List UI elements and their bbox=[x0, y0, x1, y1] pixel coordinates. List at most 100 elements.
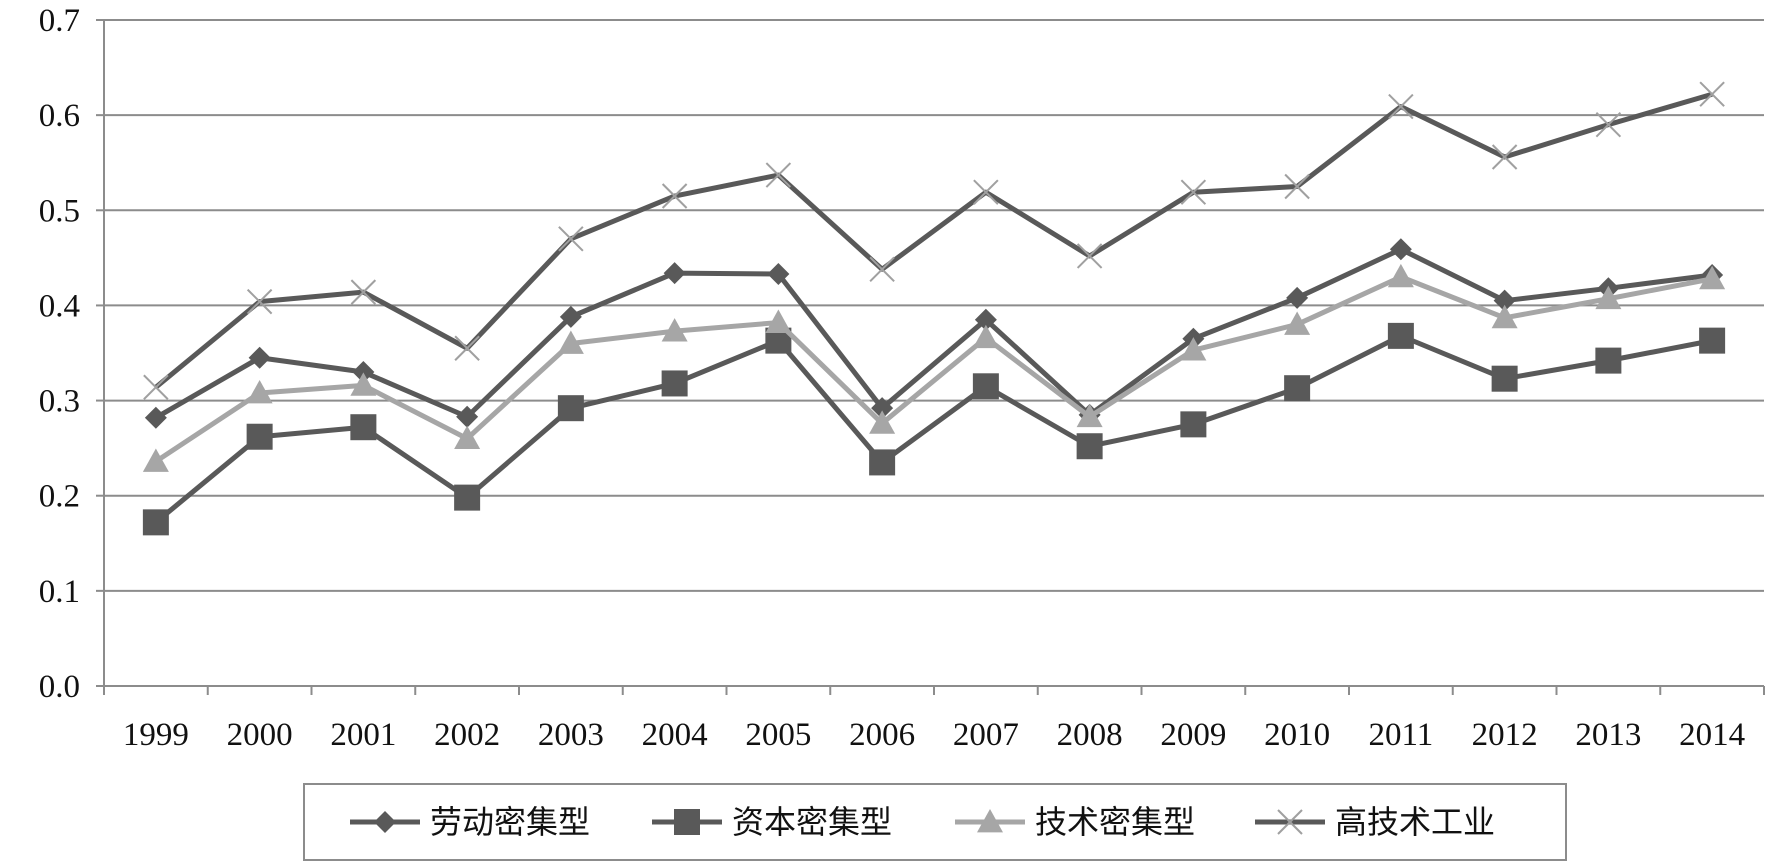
data-point bbox=[143, 374, 169, 400]
x-marker-stroke bbox=[1491, 144, 1518, 170]
data-point bbox=[1284, 311, 1311, 335]
x-tick-label: 2012 bbox=[1472, 717, 1538, 753]
data-point bbox=[869, 410, 896, 434]
data-point bbox=[246, 423, 273, 450]
axes bbox=[103, 20, 1764, 687]
x-tick-label: 2005 bbox=[745, 717, 811, 753]
y-axis-ticks: 0.0 0.1 0.2 0.3 0.4 0.5 0.6 0.7 bbox=[39, 3, 104, 705]
x-marker-stroke bbox=[350, 279, 377, 305]
data-point bbox=[558, 226, 584, 252]
legend-label: 劳动密集型 bbox=[430, 803, 590, 841]
data-point bbox=[972, 324, 999, 349]
data-point bbox=[1699, 327, 1726, 354]
y-tick-label: 0.0 bbox=[39, 669, 80, 705]
data-point bbox=[1491, 144, 1518, 170]
x-tick-label: 2004 bbox=[642, 717, 708, 753]
x-marker-stroke bbox=[1277, 809, 1303, 835]
x-marker-stroke bbox=[1595, 111, 1622, 138]
series-line bbox=[154, 91, 1713, 390]
data-point bbox=[454, 484, 481, 511]
x-marker-stroke bbox=[973, 179, 999, 205]
y-tick-label: 0.7 bbox=[39, 3, 80, 39]
legend-swatch-marker bbox=[1277, 809, 1303, 835]
data-point bbox=[767, 263, 790, 286]
x-marker-stroke bbox=[1388, 93, 1414, 120]
x-marker-stroke bbox=[869, 256, 895, 282]
data-point bbox=[350, 372, 377, 396]
data-point bbox=[142, 509, 169, 536]
data-point bbox=[1387, 263, 1414, 288]
data-point bbox=[1699, 265, 1726, 290]
x-tick-label: 2001 bbox=[330, 717, 396, 753]
legend-box bbox=[303, 783, 1567, 861]
x-marker-stroke bbox=[246, 288, 273, 315]
data-point bbox=[246, 288, 273, 315]
data-point bbox=[1076, 403, 1103, 428]
x-tick-label: 2006 bbox=[849, 717, 915, 753]
x-marker-stroke bbox=[1699, 81, 1725, 107]
data-point bbox=[456, 405, 479, 428]
legend-swatch-marker bbox=[674, 809, 700, 835]
x-axis-ticks: 1999 2000 2001 2002 2003 2004 2005 2006 2007 2008… bbox=[103, 686, 1765, 753]
data-point bbox=[661, 318, 688, 342]
data-point bbox=[1284, 375, 1311, 402]
legend-swatch-marker bbox=[977, 809, 1003, 833]
series-3 bbox=[142, 263, 1726, 472]
data-point bbox=[454, 335, 480, 361]
x-tick-label: 1999 bbox=[123, 717, 189, 753]
data-point bbox=[1286, 286, 1309, 309]
series-line bbox=[154, 246, 1713, 420]
data-point bbox=[869, 256, 895, 282]
series-2 bbox=[142, 322, 1726, 536]
series-4 bbox=[143, 81, 1725, 400]
data-point bbox=[144, 406, 167, 429]
data-point bbox=[350, 414, 377, 441]
data-point bbox=[1595, 285, 1622, 310]
data-point bbox=[1389, 238, 1412, 261]
data-point bbox=[1699, 81, 1725, 107]
x-tick-label: 2008 bbox=[1057, 717, 1123, 753]
x-marker-stroke bbox=[558, 226, 584, 252]
data-point bbox=[352, 361, 375, 384]
x-marker-stroke bbox=[1180, 179, 1207, 205]
data-point bbox=[557, 395, 584, 422]
x-tick-label: 2014 bbox=[1679, 717, 1745, 753]
x-tick-label: 2011 bbox=[1368, 717, 1433, 753]
y-tick-label: 0.1 bbox=[39, 574, 80, 610]
legend-item: 高技术工业 bbox=[1255, 803, 1495, 841]
x-marker-stroke bbox=[1076, 243, 1103, 269]
x-tick-label: 2009 bbox=[1160, 717, 1226, 753]
data-point bbox=[1284, 173, 1310, 200]
data-point bbox=[1491, 304, 1518, 329]
data-point bbox=[1076, 433, 1103, 460]
legend-label: 资本密集型 bbox=[732, 803, 892, 841]
data-point bbox=[661, 183, 688, 209]
legend-item: 资本密集型 bbox=[652, 803, 892, 841]
series-line bbox=[154, 333, 1713, 525]
data-point bbox=[1388, 93, 1414, 120]
legend-label: 高技术工业 bbox=[1335, 803, 1495, 841]
y-tick-label: 0.6 bbox=[39, 98, 80, 134]
x-marker-stroke bbox=[661, 183, 688, 209]
data-point bbox=[246, 379, 273, 404]
y-tick-label: 0.2 bbox=[39, 479, 80, 515]
legend-label: 技术密集型 bbox=[1035, 803, 1195, 841]
data-point bbox=[1387, 322, 1414, 349]
data-point bbox=[765, 309, 792, 333]
x-tick-label: 2013 bbox=[1575, 717, 1641, 753]
x-marker-stroke bbox=[765, 162, 792, 188]
data-point bbox=[454, 425, 481, 450]
data-point bbox=[248, 346, 271, 369]
gridlines bbox=[104, 19, 1764, 592]
data-point bbox=[663, 262, 686, 285]
data-point bbox=[973, 179, 999, 205]
data-point bbox=[661, 370, 688, 397]
data-point bbox=[1180, 179, 1207, 205]
data-point bbox=[1491, 365, 1518, 392]
data-point bbox=[557, 330, 584, 354]
data-point bbox=[559, 305, 582, 328]
data-point bbox=[1180, 337, 1207, 361]
data-point bbox=[1180, 411, 1207, 438]
x-tick-label: 2000 bbox=[227, 717, 293, 753]
